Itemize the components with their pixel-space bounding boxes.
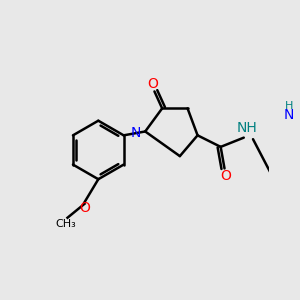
Text: NH: NH (236, 122, 257, 135)
Text: CH₃: CH₃ (56, 219, 76, 229)
Text: H: H (285, 101, 293, 111)
Text: N: N (284, 108, 294, 122)
Text: N: N (131, 126, 141, 140)
Text: O: O (148, 77, 158, 91)
Text: O: O (79, 202, 90, 215)
Text: O: O (220, 169, 232, 183)
